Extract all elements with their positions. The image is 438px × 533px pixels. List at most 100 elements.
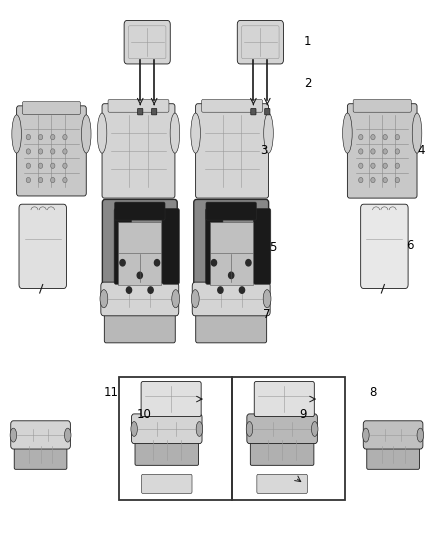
Text: 5: 5 — [269, 241, 276, 254]
Ellipse shape — [343, 113, 352, 153]
Circle shape — [371, 177, 375, 183]
Circle shape — [359, 163, 363, 168]
Circle shape — [63, 163, 67, 168]
Text: 3: 3 — [260, 144, 268, 157]
FancyBboxPatch shape — [115, 202, 165, 220]
FancyBboxPatch shape — [17, 106, 86, 196]
Ellipse shape — [264, 113, 273, 153]
Bar — [210, 222, 253, 285]
FancyBboxPatch shape — [237, 20, 283, 64]
FancyBboxPatch shape — [19, 204, 67, 288]
Text: 9: 9 — [300, 408, 307, 422]
FancyBboxPatch shape — [347, 104, 417, 198]
FancyBboxPatch shape — [367, 442, 420, 470]
Circle shape — [240, 287, 244, 293]
Circle shape — [395, 134, 399, 140]
Circle shape — [127, 287, 131, 293]
Ellipse shape — [263, 289, 271, 308]
Ellipse shape — [172, 289, 180, 308]
FancyBboxPatch shape — [265, 109, 270, 115]
Circle shape — [39, 134, 43, 140]
FancyBboxPatch shape — [254, 382, 314, 417]
FancyBboxPatch shape — [131, 414, 202, 443]
Ellipse shape — [100, 289, 108, 308]
Text: 10: 10 — [136, 408, 151, 422]
Text: 1: 1 — [304, 35, 311, 47]
FancyBboxPatch shape — [138, 109, 143, 115]
FancyBboxPatch shape — [253, 208, 271, 284]
FancyBboxPatch shape — [152, 109, 157, 115]
FancyBboxPatch shape — [192, 282, 270, 316]
Text: 4: 4 — [417, 144, 424, 157]
Circle shape — [63, 149, 67, 154]
Ellipse shape — [196, 422, 203, 437]
FancyBboxPatch shape — [135, 437, 198, 465]
Circle shape — [383, 177, 387, 183]
FancyBboxPatch shape — [108, 100, 169, 112]
Circle shape — [39, 177, 43, 183]
FancyBboxPatch shape — [201, 100, 262, 112]
Circle shape — [371, 149, 375, 154]
Text: 8: 8 — [369, 386, 377, 399]
Ellipse shape — [131, 422, 138, 437]
Bar — [118, 222, 161, 285]
Circle shape — [229, 272, 234, 279]
Circle shape — [212, 260, 216, 266]
Circle shape — [359, 149, 363, 154]
Circle shape — [148, 287, 153, 293]
Circle shape — [218, 287, 223, 293]
FancyBboxPatch shape — [22, 102, 81, 114]
FancyBboxPatch shape — [141, 382, 201, 417]
FancyBboxPatch shape — [124, 20, 170, 64]
Circle shape — [137, 272, 142, 279]
Circle shape — [26, 163, 31, 168]
Circle shape — [63, 134, 67, 140]
Ellipse shape — [417, 428, 424, 442]
FancyBboxPatch shape — [11, 421, 71, 449]
Text: 7: 7 — [262, 308, 270, 321]
Circle shape — [39, 149, 43, 154]
Circle shape — [371, 134, 375, 140]
Circle shape — [395, 149, 399, 154]
Circle shape — [39, 163, 43, 168]
FancyBboxPatch shape — [14, 442, 67, 470]
Circle shape — [120, 260, 125, 266]
FancyBboxPatch shape — [104, 308, 175, 343]
Circle shape — [383, 149, 387, 154]
FancyBboxPatch shape — [257, 474, 307, 494]
Ellipse shape — [246, 422, 253, 437]
Ellipse shape — [311, 422, 318, 437]
Circle shape — [395, 163, 399, 168]
Text: 2: 2 — [304, 77, 311, 90]
Circle shape — [359, 134, 363, 140]
FancyBboxPatch shape — [194, 199, 268, 293]
Circle shape — [50, 134, 55, 140]
Ellipse shape — [191, 113, 201, 153]
FancyBboxPatch shape — [196, 104, 268, 198]
Circle shape — [371, 163, 375, 168]
FancyBboxPatch shape — [251, 109, 256, 115]
Text: 6: 6 — [406, 239, 413, 252]
Circle shape — [26, 134, 31, 140]
FancyBboxPatch shape — [206, 202, 256, 220]
FancyBboxPatch shape — [141, 474, 192, 494]
Circle shape — [50, 177, 55, 183]
Circle shape — [63, 177, 67, 183]
Ellipse shape — [170, 113, 180, 153]
FancyBboxPatch shape — [101, 282, 179, 316]
Ellipse shape — [97, 113, 107, 153]
Bar — [119, 377, 232, 500]
FancyBboxPatch shape — [162, 208, 180, 284]
Ellipse shape — [81, 115, 91, 153]
Circle shape — [50, 163, 55, 168]
Circle shape — [359, 177, 363, 183]
FancyBboxPatch shape — [102, 104, 175, 198]
FancyBboxPatch shape — [247, 414, 318, 443]
Circle shape — [26, 149, 31, 154]
FancyBboxPatch shape — [205, 208, 223, 284]
FancyBboxPatch shape — [102, 199, 177, 293]
Circle shape — [383, 134, 387, 140]
Ellipse shape — [10, 428, 17, 442]
Ellipse shape — [191, 289, 199, 308]
Circle shape — [155, 260, 159, 266]
